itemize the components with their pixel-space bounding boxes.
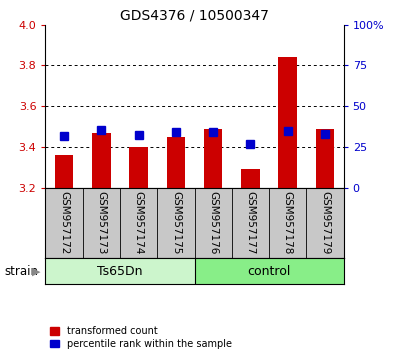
Bar <box>194 258 344 284</box>
Bar <box>316 129 334 188</box>
Bar <box>167 137 185 188</box>
Bar <box>241 169 260 188</box>
Text: GSM957178: GSM957178 <box>283 191 293 255</box>
Bar <box>55 155 73 188</box>
Text: GSM957173: GSM957173 <box>96 191 106 255</box>
Title: GDS4376 / 10500347: GDS4376 / 10500347 <box>120 8 269 22</box>
Bar <box>278 57 297 188</box>
Bar <box>92 133 111 188</box>
Text: GSM957176: GSM957176 <box>208 191 218 255</box>
Text: GSM957175: GSM957175 <box>171 191 181 255</box>
Bar <box>129 147 148 188</box>
Legend: transformed count, percentile rank within the sample: transformed count, percentile rank withi… <box>50 326 232 349</box>
Bar <box>204 129 222 188</box>
Bar <box>45 258 194 284</box>
Text: control: control <box>247 265 291 278</box>
Text: ▶: ▶ <box>32 266 41 276</box>
Text: GSM957179: GSM957179 <box>320 191 330 255</box>
Text: GSM957172: GSM957172 <box>59 191 69 255</box>
Text: strain: strain <box>4 265 38 278</box>
Text: GSM957174: GSM957174 <box>134 191 144 255</box>
Text: GSM957177: GSM957177 <box>245 191 256 255</box>
Text: Ts65Dn: Ts65Dn <box>97 265 143 278</box>
